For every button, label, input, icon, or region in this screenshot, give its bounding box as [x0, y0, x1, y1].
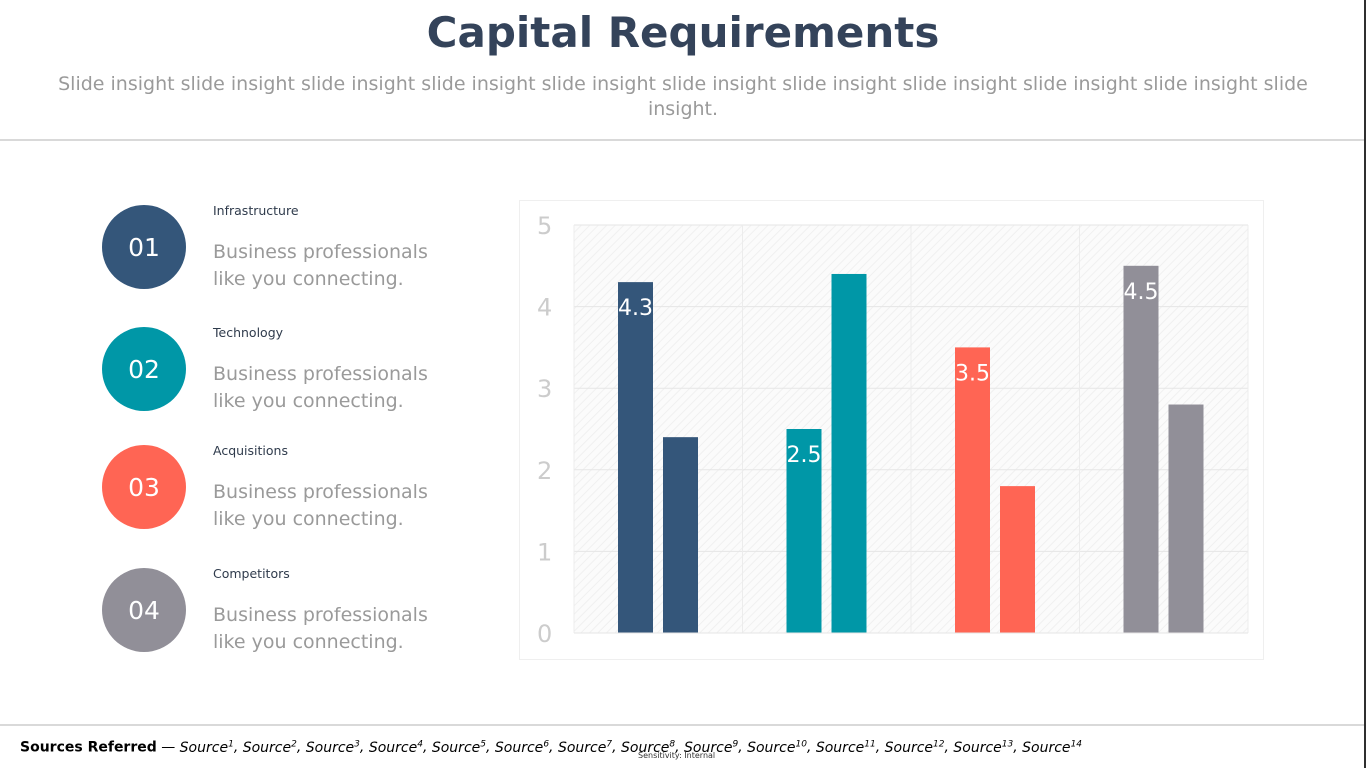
bar — [1000, 486, 1035, 633]
bar — [663, 437, 698, 633]
item-description: Business professionals like you connecti… — [213, 363, 428, 412]
item-heading: Acquisitions — [213, 443, 288, 458]
source-ref: Source11 — [815, 739, 876, 756]
source-list: Source1, Source2, Source3, Source4, Sour… — [179, 739, 1083, 756]
number-badge: 04 — [102, 568, 186, 652]
item-description: Business professionals like you connecti… — [213, 241, 428, 290]
item-heading: Technology — [213, 325, 284, 340]
slide-subtitle: Slide insight slide insight slide insigh… — [58, 73, 1308, 120]
bar — [1168, 404, 1204, 633]
item-description: Business professionals like you connecti… — [213, 604, 428, 653]
list-item-technology: 02 Technology Business professionals lik… — [102, 325, 432, 427]
source-ref: Source14 — [1022, 739, 1083, 756]
sources-lead: Sources Referred — [20, 739, 157, 756]
bar — [955, 347, 990, 633]
source-ref: Source1 — [179, 739, 234, 756]
y-tick-label: 4 — [537, 294, 552, 322]
bar — [618, 282, 653, 633]
y-tick-label: 2 — [537, 457, 552, 485]
bar-chart: 0 1 2 3 4 5 4.3 2.5 3.5 4.5 — [537, 212, 1249, 648]
footer-divider — [0, 724, 1364, 726]
list-item-infrastructure: 01 Infrastructure Business professionals… — [102, 203, 432, 305]
header-divider — [0, 139, 1364, 141]
chart-container: 0 1 2 3 4 5 4.3 2.5 3.5 4.5 — [519, 200, 1264, 660]
sources-separator: — — [156, 739, 180, 756]
y-tick-label: 0 — [537, 620, 552, 648]
slide-right-edge — [1364, 0, 1366, 768]
data-label: 2.5 — [787, 443, 822, 468]
item-heading: Infrastructure — [213, 203, 299, 218]
source-ref: Source13 — [953, 739, 1014, 756]
source-ref: Source2 — [242, 739, 297, 756]
source-ref: Source9 — [684, 739, 739, 756]
source-ref: Source7 — [557, 739, 613, 756]
source-ref: Source8 — [621, 739, 676, 756]
source-ref: Source10 — [747, 739, 807, 756]
y-tick-label: 5 — [537, 212, 552, 240]
number-badge: 02 — [102, 327, 186, 411]
item-heading: Competitors — [213, 566, 290, 581]
source-ref: Source4 — [368, 739, 423, 756]
bar — [831, 273, 867, 633]
number-badge: 03 — [102, 445, 186, 529]
bar — [786, 429, 822, 633]
source-ref: Source12 — [884, 739, 945, 756]
source-ref: Source3 — [305, 739, 360, 756]
item-description: Business professionals like you connecti… — [213, 481, 428, 530]
list-item-acquisitions: 03 Acquisitions Business professionals l… — [102, 443, 432, 545]
bar — [1123, 265, 1159, 633]
sources-footer: Sources Referred — Source1, Source2, Sou… — [20, 739, 1082, 756]
source-ref: Source6 — [494, 739, 550, 756]
data-label: 4.5 — [1124, 280, 1159, 305]
slide-title: Capital Requirements — [426, 8, 940, 57]
y-tick-label: 1 — [537, 538, 552, 566]
number-badge: 01 — [102, 205, 186, 289]
sensitivity-label: Sensitivity: Internal — [638, 751, 716, 760]
source-ref: Source5 — [431, 739, 486, 756]
data-label: 3.5 — [955, 361, 990, 386]
list-item-competitors: 04 Competitors Business professionals li… — [102, 566, 432, 668]
data-label: 4.3 — [618, 296, 653, 321]
y-tick-label: 3 — [537, 375, 552, 403]
